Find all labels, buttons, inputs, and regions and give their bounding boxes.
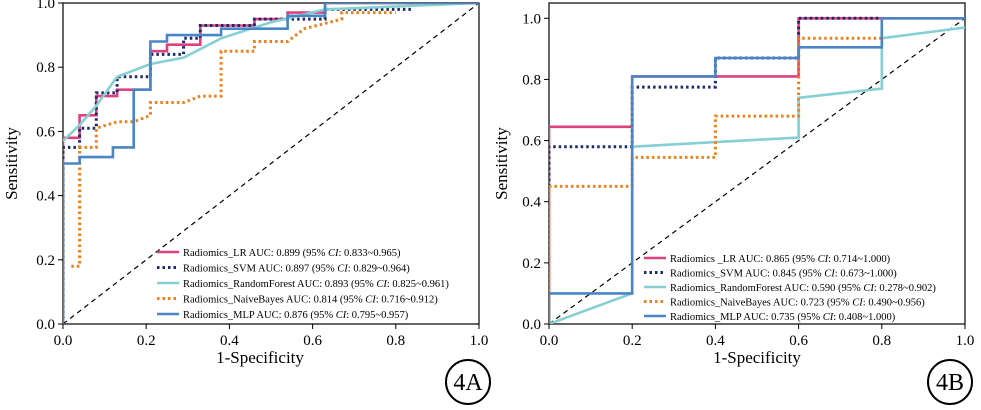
chart-panel-4A: 0.0 0.2 0.4 0.6 0.8 1.0 0.0 0.2 0.4 0.6 0.8 1.0 1-Sp… [2,0,491,405]
x-tick-label: 0.4 [706,333,725,349]
series-line-radiomics-svm [63,7,413,324]
y-axis-label: Sensitivity [492,127,511,200]
legend-entry: Radiomics_RandomForest AUC: 0.590 (95% C… [670,283,936,294]
y-tick-label: 0.0 [36,317,55,333]
y-axis-label: Sensitivity [2,127,21,200]
x-tick-label: 0.8 [386,333,405,349]
x-tick-label: 0.4 [220,333,239,349]
y-tick-label: 0.2 [36,253,55,269]
legend-entry: Radiomics _LR AUC: 0.865 (95% CI: 0.714~… [670,254,891,265]
panel-badge-label: 4B [936,370,964,396]
legend-entry: Radiomics_LR AUC: 0.899 (95% CI: 0.833~0… [183,248,401,259]
series-line-radiomics-svm [549,16,882,324]
legend-entry: Radiomics_SVM AUC: 0.845 (95% CI: 0.673~… [670,269,897,280]
y-tick-label: 1.0 [36,0,55,12]
series-line-radiomics-naivebayes [549,36,882,324]
x-tick-label: 0.0 [540,333,559,349]
x-tick-label: 0.6 [789,333,808,349]
series-line-radiomics-mlp [549,16,965,324]
y-tick-label: 0.8 [36,60,55,76]
x-axis-label: 1-Specificity [713,348,801,367]
x-tick-label: 0.2 [137,333,156,349]
y-tick-label: 0.0 [522,317,541,333]
legend-entry: Radiomics_NaiveBayes AUC: 0.814 (95% CI:… [183,295,438,306]
y-tick-label: 0.4 [36,189,55,205]
x-axis-label: 1-Specificity [216,348,304,367]
panel-badge-label: 4A [453,370,483,396]
legend-entry: Radiomics_MLP AUC: 0.876 (95% CI: 0.795~… [183,310,409,321]
y-tick-label: 0.6 [522,134,541,150]
series-line-radiomics-mlp [63,3,479,324]
reference-diagonal [63,3,479,324]
x-tick-label: 1.0 [470,333,489,349]
x-tick-label: 0.2 [623,333,642,349]
y-tick-label: 0.4 [522,195,541,211]
panel-badge: 4B [927,359,973,405]
panel-badge: 4A [445,359,491,405]
legend: Radiomics _LR AUC: 0.865 (95% CI: 0.714~… [644,254,936,323]
y-tick-label: 0.8 [522,72,541,88]
chart-panel-4B: 0.0 0.2 0.4 0.6 0.8 1.0 0.0 0.2 0.4 0.6 0.8 1.0 1-Sp… [492,2,975,405]
x-tick-label: 0.8 [872,333,891,349]
legend-entry: Radiomics_RandomForest AUC: 0.893 (95% C… [183,279,449,290]
y-tick-label: 0.6 [36,124,55,140]
x-tick-label: 0.0 [54,333,73,349]
x-tick-label: 0.6 [303,333,322,349]
legend: Radiomics_LR AUC: 0.899 (95% CI: 0.833~0… [157,248,449,321]
x-tick-label: 1.0 [956,333,975,349]
series-line-radiomics-randomforest [549,26,965,324]
legend-entry: Radiomics_NaiveBayes AUC: 0.723 (95% CI:… [670,298,925,309]
series-line-radiomics-naivebayes [71,11,396,268]
legend-entry: Radiomics_SVM AUC: 0.897 (95% CI: 0.829~… [183,264,410,275]
y-tick-label: 0.2 [522,256,541,272]
y-tick-label: 1.0 [522,11,541,27]
legend-entry: Radiomics_MLP AUC: 0.735 (95% CI: 0.408~… [670,312,896,323]
